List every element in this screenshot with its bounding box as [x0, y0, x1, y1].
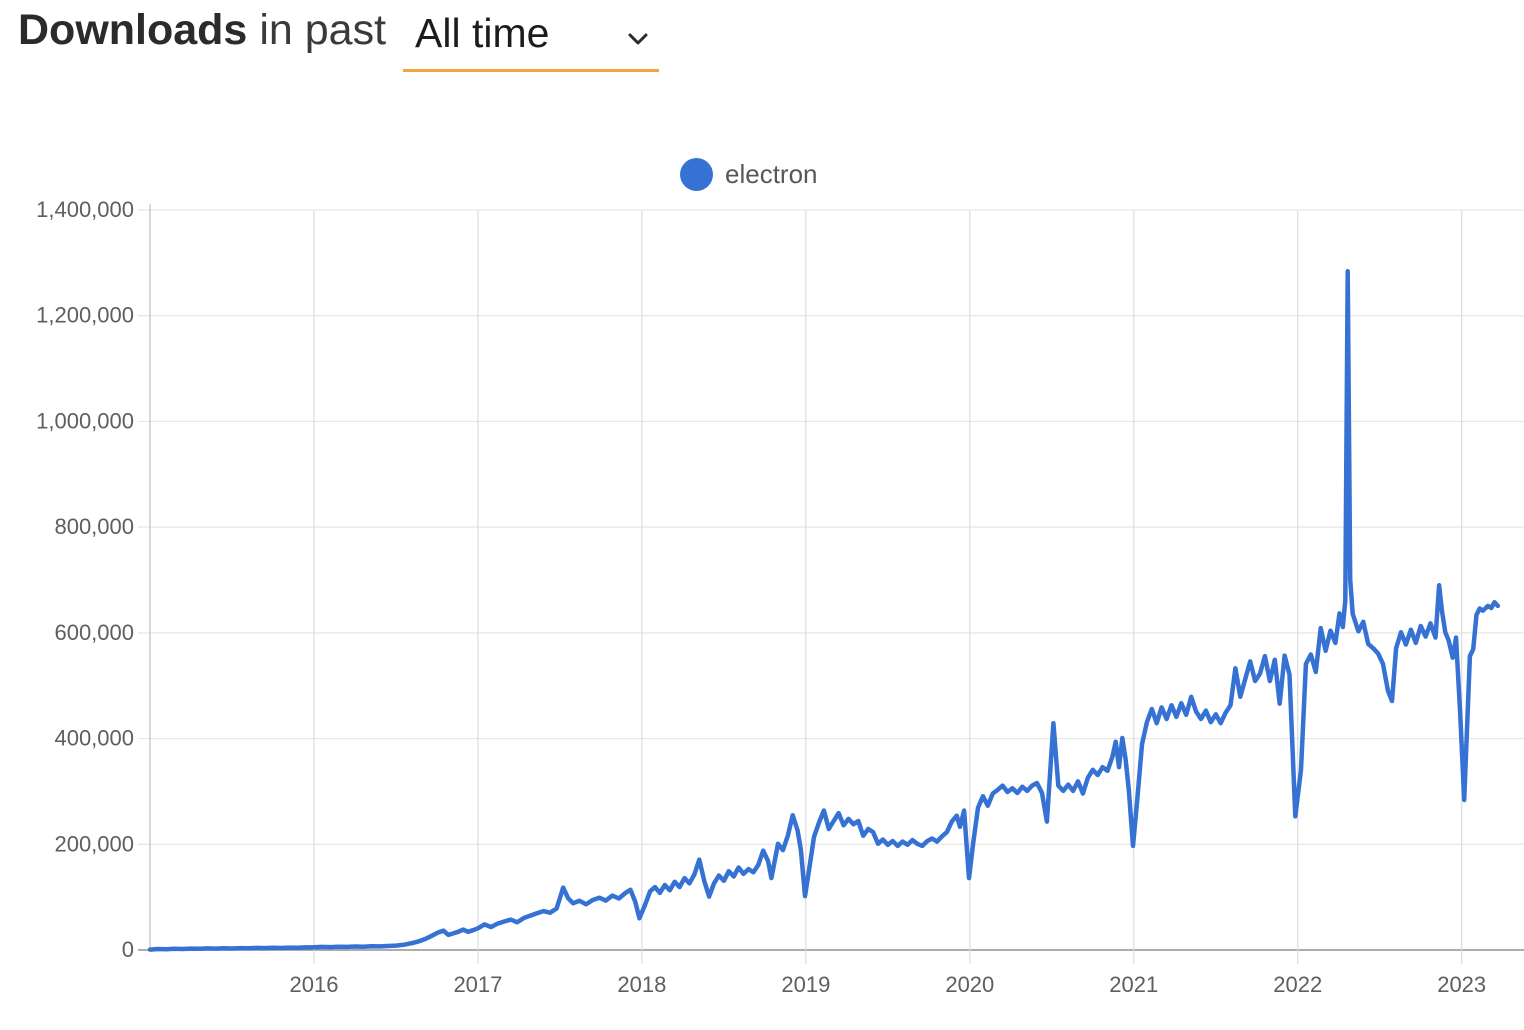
x-tick-label: 2018 [617, 972, 666, 997]
time-range-dropdown[interactable]: All time [403, 8, 659, 72]
x-tick-label: 2020 [945, 972, 994, 997]
y-tick-label: 200,000 [54, 831, 134, 856]
legend-item-electron[interactable]: electron [680, 158, 818, 191]
chevron-down-icon [628, 33, 648, 44]
legend-label-electron: electron [725, 159, 818, 189]
time-range-value: All time [415, 10, 550, 56]
y-tick-label: 1,000,000 [36, 408, 134, 433]
y-tick-label: 600,000 [54, 620, 134, 645]
x-tick-label: 2022 [1273, 972, 1322, 997]
legend-marker-electron [680, 158, 713, 191]
chart-title: Downloads in past [18, 6, 386, 55]
x-tick-label: 2019 [781, 972, 830, 997]
y-tick-label: 800,000 [54, 514, 134, 539]
x-tick-label: 2023 [1437, 972, 1486, 997]
chart-title-downloads: Downloads [18, 6, 248, 54]
series-line-electron [147, 269, 1501, 952]
y-tick-label: 0 [122, 937, 134, 962]
chart-title-in-past: in past [259, 6, 387, 54]
x-tick-label: 2021 [1109, 972, 1158, 997]
y-tick-label: 400,000 [54, 726, 134, 751]
y-tick-label: 1,400,000 [36, 197, 134, 222]
y-tick-label: 1,200,000 [36, 303, 134, 328]
x-tick-label: 2016 [289, 972, 338, 997]
x-tick-label: 2017 [453, 972, 502, 997]
